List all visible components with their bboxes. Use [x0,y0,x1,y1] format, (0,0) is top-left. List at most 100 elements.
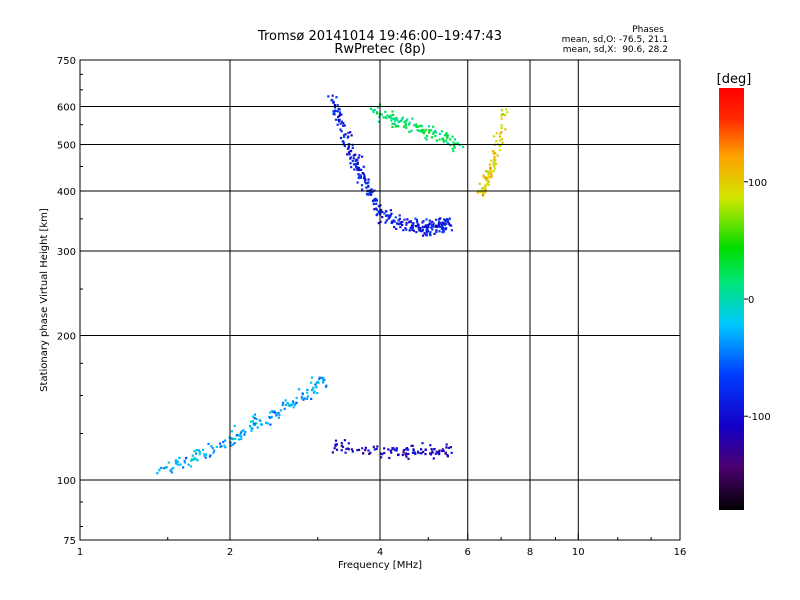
data-point [260,423,263,426]
data-point [269,416,272,419]
data-point [399,221,402,224]
data-point [504,128,507,131]
data-point [441,138,445,141]
data-point [340,130,343,133]
data-point [493,167,497,170]
data-point [405,126,408,130]
data-point [399,226,402,229]
data-point [286,402,289,405]
data-point [377,222,380,225]
colorbar-tick-label: 0 [748,295,754,306]
data-point [240,430,243,433]
data-point [501,141,504,144]
data-point [421,229,424,233]
data-point [376,106,380,109]
data-point [407,452,410,455]
data-point [498,139,502,142]
stats-x-line: mean, sd,X: 90.6, 28.2 [563,45,668,55]
data-point [235,434,238,437]
data-point [284,399,287,402]
data-point [418,129,421,132]
data-point [426,231,429,234]
data-point [372,109,375,112]
data-point [215,445,218,448]
data-point [233,424,236,428]
data-point [409,226,412,230]
data-point [423,232,426,235]
data-point [376,445,379,448]
data-point [338,120,341,123]
data-point [429,231,432,234]
data-point [500,124,503,127]
data-point [435,139,438,142]
data-point [443,218,446,221]
data-point [271,411,274,414]
data-point [500,117,503,120]
data-point [239,433,242,436]
data-point [395,116,398,120]
data-point [418,229,421,232]
data-point [322,381,325,384]
data-point [251,420,254,423]
data-point [204,453,207,456]
data-point [449,446,452,449]
data-point [292,406,295,409]
data-point [334,444,337,447]
data-point [333,104,336,107]
data-point [412,229,415,232]
data-point [310,397,313,400]
data-point [447,446,450,449]
data-point [390,221,394,225]
data-point [331,94,334,97]
data-point [381,210,384,213]
data-point [347,146,350,149]
data-point [493,159,496,162]
data-point [375,199,378,202]
data-point [416,125,419,129]
data-point [438,225,441,229]
data-point [209,454,212,457]
data-point [288,403,291,406]
data-point [195,458,198,461]
data-point [419,130,423,133]
data-point [315,381,318,384]
data-point [193,450,196,453]
data-point [389,214,392,217]
y-tick-label: 200 [57,332,76,343]
data-point [406,218,409,221]
data-point [500,109,503,112]
x-tick-label: 8 [527,547,533,558]
data-point [449,138,452,141]
data-point [345,447,348,450]
data-point [343,124,346,127]
data-point [364,449,367,452]
data-point [204,456,207,459]
data-point [376,112,379,115]
data-point [334,118,338,121]
data-point [242,429,245,432]
data-point [419,452,422,455]
data-point [373,208,376,211]
data-point [384,110,387,113]
data-point [340,113,343,116]
data-point [389,209,392,212]
data-point [333,109,336,112]
data-point [425,229,428,232]
data-point [347,448,350,451]
data-point [376,111,379,114]
data-point [256,426,259,429]
data-point [397,453,400,457]
data-point [428,232,431,235]
data-point [372,199,375,202]
data-point [364,178,367,181]
data-point [252,415,255,418]
data-point [390,119,393,122]
data-point [445,227,448,230]
data-point [440,223,443,226]
data-point [411,226,414,229]
data-point [450,451,453,454]
data-point [349,157,352,160]
data-point [318,377,321,381]
data-point [324,385,328,388]
data-point [446,455,449,458]
